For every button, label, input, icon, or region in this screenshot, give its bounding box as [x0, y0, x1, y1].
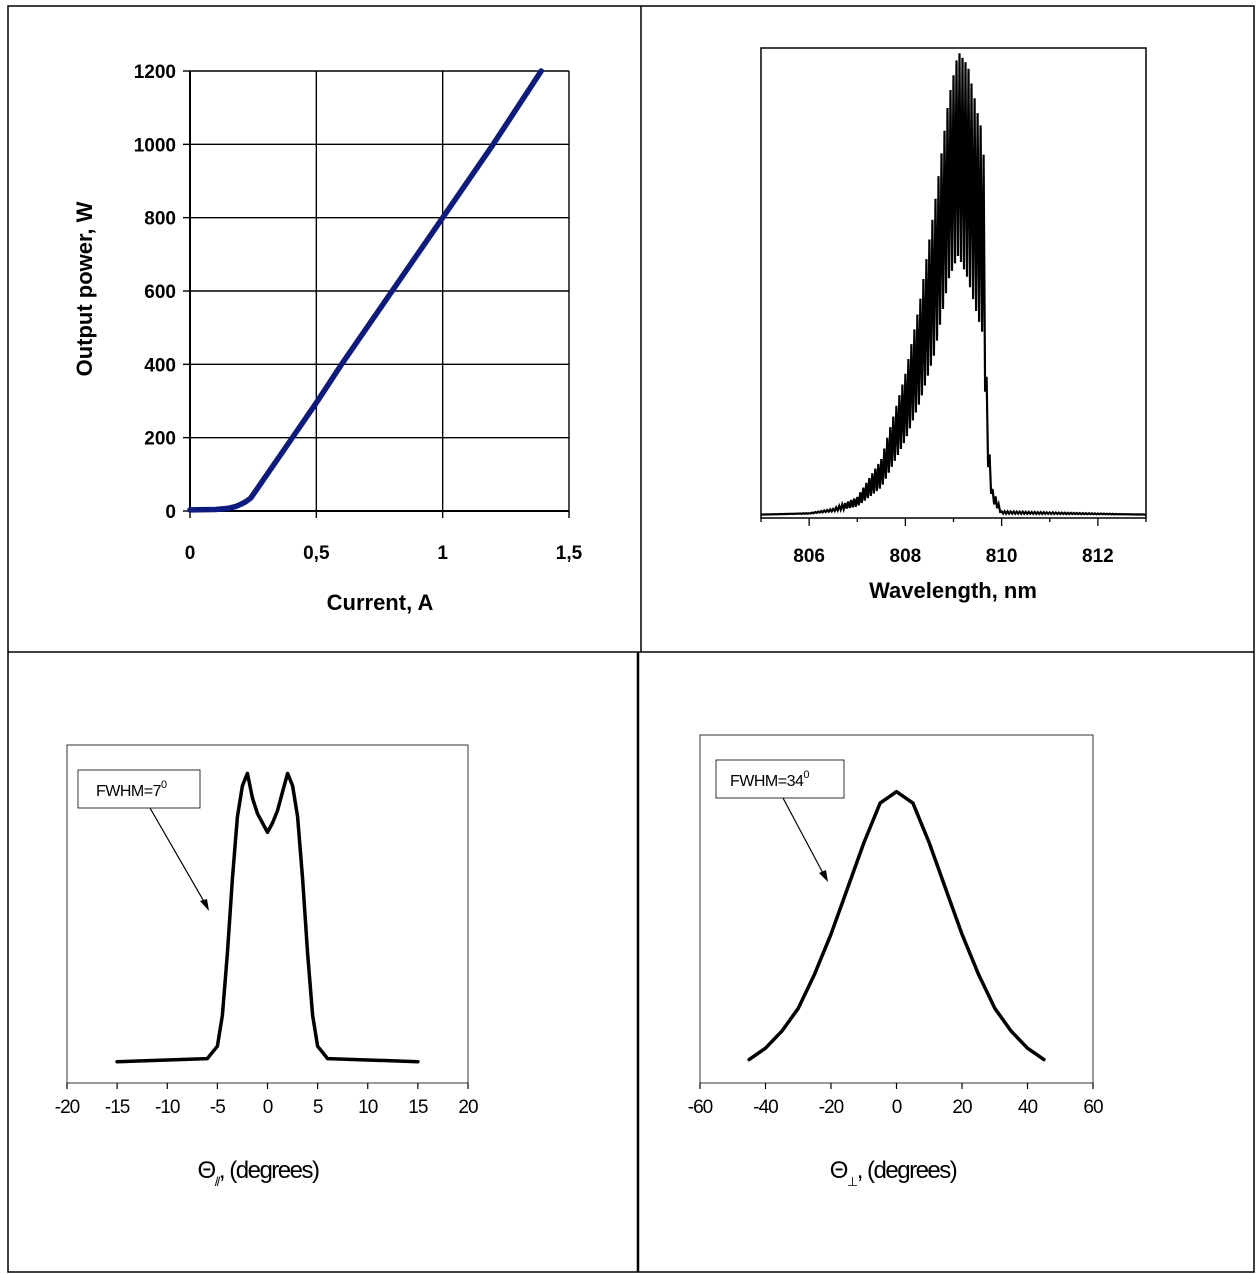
far-field-perpendicular-chart: -60 -40 -20 0 20 40 60 Θ⊥, (degrees) FWHM=340 — [688, 734, 1104, 1189]
x-tick-label: -20 — [819, 1097, 844, 1118]
x-tick-label: 812 — [1082, 546, 1114, 567]
profile-line — [747, 789, 1046, 1062]
x-axis-label: Θ//, (degrees) — [198, 1157, 319, 1189]
x-tick-label: -20 — [55, 1097, 80, 1118]
table-frame — [7, 5, 1255, 1273]
fwhm-annotation: FWHM=340 — [730, 769, 809, 790]
annotation-arrow — [149, 807, 207, 906]
x-tick-label: 1,5 — [556, 543, 583, 564]
arrow-head — [200, 899, 209, 911]
profile-curve — [115, 771, 420, 1064]
x-axis-label: Wavelength, nm — [869, 578, 1037, 603]
x-tick-label: -60 — [688, 1097, 713, 1118]
spectrum-curve — [760, 53, 1146, 516]
y-tick-label: 800 — [144, 209, 176, 230]
x-tick-label: 1 — [437, 543, 448, 564]
tick-marks — [183, 70, 570, 518]
x-tick-label: 5 — [313, 1097, 323, 1118]
x-tick-labels: 0 0,5 1 1,5 — [185, 543, 583, 564]
profile-line — [115, 771, 420, 1064]
x-tick-label: 0 — [185, 543, 196, 564]
y-tick-label: 200 — [144, 429, 176, 450]
y-tick-labels: 0 200 400 600 800 1000 1200 — [134, 62, 176, 523]
tick-marks — [760, 518, 1147, 526]
y-tick-label: 1000 — [134, 135, 176, 156]
spectrum-chart: 806 808 810 812 Wavelength, nm — [760, 47, 1147, 603]
x-tick-label: 10 — [358, 1097, 378, 1118]
x-tick-label: 40 — [1018, 1097, 1038, 1118]
x-tick-label: -10 — [155, 1097, 180, 1118]
x-tick-label: 806 — [793, 546, 825, 567]
annotation-box — [715, 759, 845, 799]
y-axis-label: Output power, W — [72, 201, 97, 376]
x-tick-label: 20 — [458, 1097, 478, 1118]
grid-lines — [189, 70, 570, 512]
x-tick-label: 808 — [890, 546, 922, 567]
y-tick-label: 1200 — [134, 62, 176, 83]
x-tick-label: 20 — [952, 1097, 972, 1118]
series-line — [187, 68, 544, 513]
fwhm-annotation: FWHM=70 — [96, 779, 167, 800]
x-tick-label: -15 — [105, 1097, 130, 1118]
tick-marks — [699, 1083, 1094, 1089]
x-tick-label: 0 — [892, 1097, 902, 1118]
x-tick-label: 15 — [408, 1097, 428, 1118]
tick-marks — [66, 1083, 469, 1089]
x-tick-labels: 806 808 810 812 — [793, 546, 1113, 567]
x-tick-label: 810 — [986, 546, 1018, 567]
x-tick-labels: -60 -40 -20 0 20 40 60 — [688, 1097, 1104, 1118]
x-tick-label: 0,5 — [303, 543, 330, 564]
y-tick-label: 600 — [144, 282, 176, 303]
spectrum-line — [760, 53, 1146, 516]
x-tick-labels: -20 -15 -10 -5 0 5 10 15 20 — [55, 1097, 479, 1118]
y-tick-label: 0 — [165, 502, 176, 523]
x-axis-label: Current, A — [327, 590, 434, 615]
x-axis-label: Θ⊥, (degrees) — [830, 1157, 957, 1189]
annotation-box — [77, 769, 201, 809]
power-curve — [187, 68, 544, 513]
arrow-head — [819, 870, 828, 882]
x-tick-label: 60 — [1083, 1097, 1103, 1118]
far-field-parallel-chart: -20 -15 -10 -5 0 5 10 15 20 Θ//, (degrees) FWHM=… — [55, 744, 479, 1189]
profile-curve — [747, 789, 1046, 1062]
x-tick-label: -5 — [210, 1097, 225, 1118]
power-current-chart: 0 0,5 1 1,5 0 200 400 600 800 1000 1200 Current, … — [72, 62, 583, 615]
y-tick-label: 400 — [144, 355, 176, 376]
x-tick-label: -40 — [753, 1097, 778, 1118]
x-tick-label: 0 — [263, 1097, 273, 1118]
annotation-arrow — [782, 797, 825, 876]
